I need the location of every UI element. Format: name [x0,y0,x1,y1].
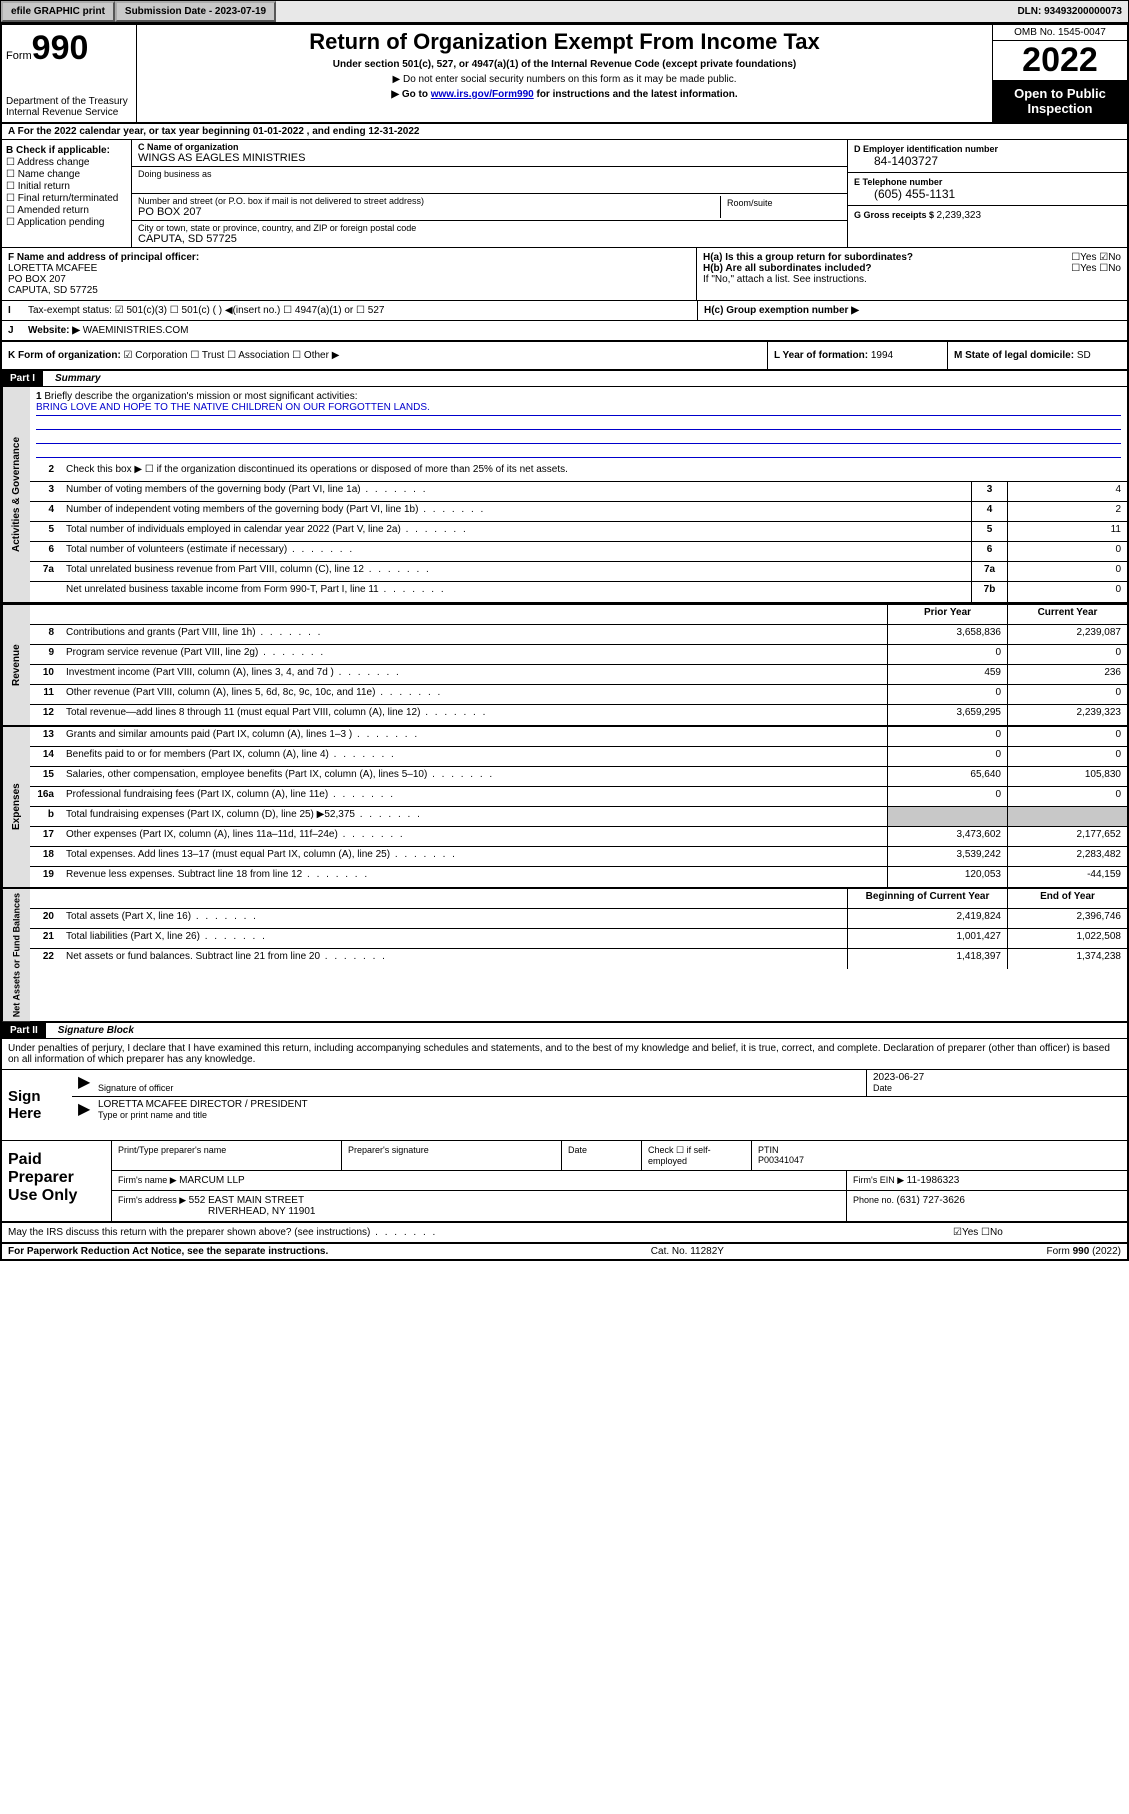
entity-block: B Check if applicable: ☐ Address change … [2,140,1127,248]
tab-expenses: Expenses [2,727,30,887]
perjury-declaration: Under penalties of perjury, I declare th… [2,1039,1127,1070]
summary-revenue: Revenue Prior YearCurrent Year 8Contribu… [2,604,1127,727]
officer-addr: PO BOX 207 [8,274,690,285]
printed-name-label: Type or print name and title [98,1110,207,1120]
org-address: PO BOX 207 [138,206,720,218]
hb-answer: ☐Yes ☐No [1071,263,1121,274]
check-b: B Check if applicable: ☐ Address change … [2,140,132,247]
tax-year: 2022 [993,41,1127,80]
ptin-label: PTIN [758,1145,779,1155]
ein-value: 84-1403727 [854,154,1121,168]
form-word: Form [6,50,32,62]
org-city: CAPUTA, SD 57725 [138,233,841,245]
hc-label: H(c) Group exemption number ▶ [704,305,859,316]
page-footer: For Paperwork Reduction Act Notice, see … [2,1244,1127,1259]
org-name: WINGS AS EAGLES MINISTRIES [138,152,841,164]
paperwork-notice: For Paperwork Reduction Act Notice, see … [8,1246,328,1257]
firm-addr2: RIVERHEAD, NY 11901 [118,1206,315,1217]
efile-print-button[interactable]: efile GRAPHIC print [1,1,115,22]
row-k: K Form of organization: ☑ Corporation ☐ … [2,342,1127,371]
subtitle-1: Under section 501(c), 527, or 4947(a)(1)… [145,59,984,70]
sig-date-label: Date [873,1083,892,1093]
tab-revenue: Revenue [2,605,30,725]
year-formation: 1994 [871,350,893,361]
ha-answer: ☐Yes ☑No [1071,252,1121,263]
discuss-answer: ☑Yes ☐No [947,1223,1127,1242]
ptin-value: P00341047 [758,1155,804,1165]
firm-addr1: 552 EAST MAIN STREET [189,1195,304,1206]
row-j: J Website: ▶ WAEMINISTRIES.COM [2,321,1127,342]
q2-text: Check this box ▶ ☐ if the organization d… [60,462,1127,481]
c-name-label: C Name of organization [138,142,841,152]
cat-no: Cat. No. 11282Y [651,1246,724,1257]
open-inspection: Open to Public Inspection [993,80,1127,122]
firm-name: MARCUM LLP [179,1175,245,1186]
omb-number: OMB No. 1545-0047 [993,25,1127,41]
hdr-current: Current Year [1007,605,1127,624]
hdr-end: End of Year [1007,889,1127,908]
hdr-beginning: Beginning of Current Year [847,889,1007,908]
fgh-block: F Name and address of principal officer:… [2,248,1127,301]
phone-value: (605) 455-1131 [854,187,1121,201]
officer-name: LORETTA MCAFEE [8,263,690,274]
subtitle-2: ▶ Do not enter social security numbers o… [145,74,984,85]
form-number: 990 [32,29,89,67]
room-label: Room/suite [727,198,835,208]
ein-label: D Employer identification number [854,144,1121,154]
summary-net: Net Assets or Fund Balances Beginning of… [2,889,1127,1023]
discuss-question: May the IRS discuss this return with the… [2,1223,947,1242]
summary-governance: Activities & Governance 1 Briefly descri… [2,387,1127,604]
irs-link[interactable]: www.irs.gov/Form990 [431,89,534,100]
part-ii-header: Part II Signature Block [2,1023,1127,1039]
paid-preparer-block: Paid Preparer Use Only Print/Type prepar… [2,1141,1127,1223]
row-a-tax-year: A For the 2022 calendar year, or tax yea… [2,124,1127,140]
subtitle-3: ▶ Go to www.irs.gov/Form990 for instruct… [145,89,984,100]
f-label: F Name and address of principal officer: [8,252,690,263]
addr-label: Number and street (or P.O. box if mail i… [138,196,720,206]
gross-label: G Gross receipts $ [854,210,937,220]
summary-expenses: Expenses 13Grants and similar amounts pa… [2,727,1127,889]
self-employed-check: Check ☐ if self-employed [642,1141,752,1170]
q1-label: Briefly describe the organization's miss… [44,391,357,402]
hdr-prior: Prior Year [887,605,1007,624]
phone-label: E Telephone number [854,177,1121,187]
mission-text: BRING LOVE AND HOPE TO THE NATIVE CHILDR… [36,402,1121,416]
tab-governance: Activities & Governance [2,387,30,602]
firm-ein: 11-1986323 [907,1175,960,1186]
dba-label: Doing business as [138,169,841,179]
sign-here-label: Sign Here [2,1070,72,1140]
sign-here-block: Sign Here ▶ Signature of officer 2023-06… [2,1070,1127,1141]
gross-value: 2,239,323 [937,210,982,221]
topbar: efile GRAPHIC print Submission Date - 20… [0,0,1129,23]
part-i-header: Part I Summary [2,371,1127,387]
officer-printed-name: LORETTA MCAFEE DIRECTOR / PRESIDENT [98,1099,308,1110]
officer-city: CAPUTA, SD 57725 [8,285,690,296]
preparer-date-label: Date [562,1141,642,1170]
hb-label: H(b) Are all subordinates included? [703,263,872,274]
dln-label: DLN: 93493200000073 [1011,4,1128,19]
submission-date-button[interactable]: Submission Date - 2023-07-19 [115,1,276,22]
tab-net: Net Assets or Fund Balances [2,889,30,1021]
sig-date: 2023-06-27 [873,1072,924,1083]
firm-phone: (631) 727-3626 [897,1195,965,1206]
row-i: I Tax-exempt status: ☑ 501(c)(3) ☐ 501(c… [2,301,1127,321]
sig-officer-label: Signature of officer [98,1083,173,1093]
hb-note: If "No," attach a list. See instructions… [703,274,1121,285]
dept-label: Department of the Treasury Internal Reve… [6,96,132,118]
domicile-state: SD [1077,350,1091,361]
paid-preparer-label: Paid Preparer Use Only [2,1141,112,1221]
website-value: WAEMINISTRIES.COM [83,325,189,336]
preparer-name-label: Print/Type preparer's name [112,1141,342,1170]
ha-label: H(a) Is this a group return for subordin… [703,252,913,263]
form-container: Form990 Department of the Treasury Inter… [0,23,1129,1261]
preparer-sig-label: Preparer's signature [342,1141,562,1170]
city-label: City or town, state or province, country… [138,223,841,233]
form-header: Form990 Department of the Treasury Inter… [2,25,1127,124]
form-title: Return of Organization Exempt From Incom… [145,29,984,55]
